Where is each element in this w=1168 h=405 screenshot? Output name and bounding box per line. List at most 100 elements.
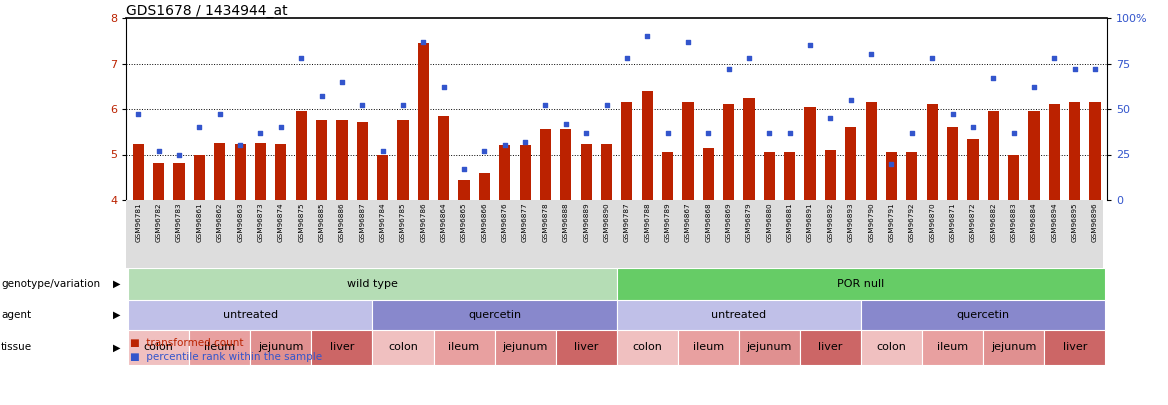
Point <box>516 139 535 145</box>
Bar <box>276 145 286 200</box>
Point <box>475 147 494 154</box>
Text: GSM96865: GSM96865 <box>461 202 467 242</box>
Bar <box>805 107 815 200</box>
Bar <box>317 120 327 200</box>
Bar <box>133 145 144 200</box>
Point <box>413 38 432 45</box>
Text: GSM96866: GSM96866 <box>481 202 487 242</box>
Bar <box>621 102 633 200</box>
Point <box>495 142 514 149</box>
Text: ■  transformed count: ■ transformed count <box>130 338 243 348</box>
Point <box>1086 66 1105 72</box>
Bar <box>723 104 735 200</box>
Point <box>374 147 392 154</box>
Text: GSM96782: GSM96782 <box>155 202 161 242</box>
Bar <box>540 130 551 200</box>
Point <box>434 84 453 90</box>
Bar <box>1028 111 1040 200</box>
Text: GSM96872: GSM96872 <box>969 202 976 242</box>
Point <box>231 142 250 149</box>
Text: ileum: ileum <box>449 343 480 352</box>
Text: colon: colon <box>388 343 418 352</box>
Bar <box>800 330 861 365</box>
Point <box>1024 84 1043 90</box>
Text: GSM96781: GSM96781 <box>135 202 141 242</box>
Point <box>536 102 555 109</box>
Point <box>944 111 962 118</box>
Bar <box>846 127 856 200</box>
Text: GSM96877: GSM96877 <box>522 202 528 242</box>
Bar <box>433 330 494 365</box>
Point <box>801 42 820 49</box>
Text: ileum: ileum <box>204 343 235 352</box>
Text: GSM96876: GSM96876 <box>502 202 508 242</box>
Bar <box>988 111 999 200</box>
Point <box>190 124 209 130</box>
Bar <box>825 150 836 200</box>
Text: GDS1678 / 1434944_at: GDS1678 / 1434944_at <box>126 4 287 18</box>
Bar <box>128 300 373 330</box>
Bar <box>356 122 368 200</box>
Point <box>923 55 941 61</box>
Text: jejunum: jejunum <box>990 343 1036 352</box>
Text: GSM96878: GSM96878 <box>542 202 549 242</box>
Bar <box>743 98 755 200</box>
Text: GSM96883: GSM96883 <box>1010 202 1016 242</box>
Bar <box>494 330 556 365</box>
Bar <box>296 111 307 200</box>
Text: liver: liver <box>1063 343 1087 352</box>
Point <box>964 124 982 130</box>
Bar <box>377 154 388 200</box>
Bar <box>865 102 877 200</box>
Bar <box>561 130 571 200</box>
Text: untreated: untreated <box>223 310 278 320</box>
Bar <box>128 268 617 300</box>
Point <box>760 130 779 136</box>
Point <box>882 160 901 167</box>
Bar <box>373 300 617 330</box>
Text: jejunum: jejunum <box>502 343 548 352</box>
Bar <box>983 330 1044 365</box>
Text: GSM96869: GSM96869 <box>725 202 731 242</box>
Bar <box>580 145 592 200</box>
Text: GSM96874: GSM96874 <box>278 202 284 242</box>
Text: GSM96894: GSM96894 <box>1051 202 1057 242</box>
Text: untreated: untreated <box>711 310 766 320</box>
Point <box>1045 55 1064 61</box>
Bar <box>967 139 979 200</box>
Bar <box>479 173 491 200</box>
Text: GSM96787: GSM96787 <box>624 202 630 242</box>
Text: jejunum: jejunum <box>258 343 304 352</box>
Bar <box>861 300 1105 330</box>
Text: jejunum: jejunum <box>746 343 792 352</box>
Text: GSM96891: GSM96891 <box>807 202 813 242</box>
Text: GSM96884: GSM96884 <box>1031 202 1037 242</box>
Point <box>251 130 270 136</box>
Text: GSM96867: GSM96867 <box>684 202 691 242</box>
Bar <box>255 143 266 200</box>
Text: GSM96862: GSM96862 <box>217 202 223 242</box>
Point <box>1004 130 1023 136</box>
Bar <box>1069 102 1080 200</box>
Text: ▶: ▶ <box>113 310 120 320</box>
Point <box>312 93 331 100</box>
Point <box>597 102 616 109</box>
Text: agent: agent <box>1 310 32 320</box>
Text: quercetin: quercetin <box>957 310 1009 320</box>
Point <box>698 130 717 136</box>
Text: POR null: POR null <box>837 279 884 289</box>
Point <box>983 75 1002 81</box>
Bar <box>662 152 673 200</box>
Text: GSM96786: GSM96786 <box>420 202 426 242</box>
Bar <box>784 152 795 200</box>
Text: GSM96788: GSM96788 <box>645 202 651 242</box>
Point <box>719 66 738 72</box>
Text: colon: colon <box>632 343 662 352</box>
Text: GSM96785: GSM96785 <box>399 202 406 242</box>
Text: colon: colon <box>144 343 174 352</box>
Bar <box>459 179 470 200</box>
Text: GSM96870: GSM96870 <box>930 202 936 242</box>
Bar <box>641 91 653 200</box>
Bar <box>739 330 800 365</box>
Point <box>454 166 473 172</box>
